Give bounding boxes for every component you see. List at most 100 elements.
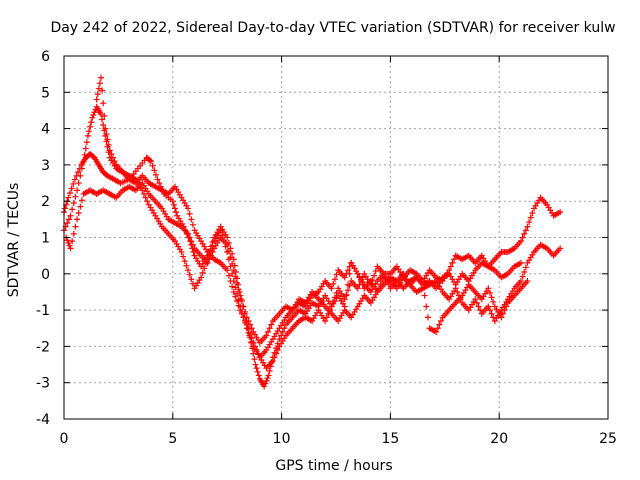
- data-point: [148, 158, 155, 165]
- data-point: [185, 205, 192, 212]
- data-point: [81, 151, 88, 158]
- data-point: [64, 237, 71, 244]
- data-point: [447, 263, 454, 270]
- x-tick-label: 25: [599, 431, 617, 447]
- data-point: [322, 317, 329, 324]
- chart-title: Day 242 of 2022, Sidereal Day-to-day VTE…: [50, 20, 615, 36]
- data-point: [171, 205, 178, 212]
- data-point: [84, 132, 91, 139]
- data-point: [65, 194, 72, 201]
- data-point: [250, 339, 257, 346]
- data-point: [421, 292, 428, 299]
- data-point: [517, 259, 524, 266]
- data-point: [488, 294, 495, 301]
- data-point: [72, 223, 79, 230]
- data-point: [169, 198, 176, 205]
- data-point: [183, 262, 190, 269]
- data-point: [475, 303, 482, 310]
- data-point: [146, 157, 153, 164]
- data-point: [87, 123, 94, 130]
- data-point: [346, 263, 353, 270]
- y-tick-label: -3: [36, 376, 50, 392]
- y-axis-label: SDTVAR / TECUs: [6, 183, 22, 298]
- data-point: [189, 280, 196, 287]
- data-point: [451, 256, 458, 263]
- data-point: [372, 268, 379, 275]
- data-point: [75, 209, 82, 216]
- data-point: [524, 278, 531, 285]
- data-point: [436, 321, 443, 328]
- data-points-layer: [61, 74, 564, 390]
- data-point: [99, 116, 106, 123]
- data-point: [266, 325, 273, 332]
- data-point: [437, 317, 444, 324]
- data-point: [198, 274, 205, 281]
- data-point: [65, 239, 72, 246]
- data-point: [274, 347, 281, 354]
- y-tick-label: 2: [41, 194, 50, 210]
- data-point: [344, 267, 351, 274]
- data-point: [156, 180, 163, 187]
- data-point: [488, 310, 495, 317]
- data-point: [83, 139, 90, 146]
- data-point: [526, 219, 533, 226]
- data-point: [521, 268, 528, 275]
- data-point: [485, 303, 492, 310]
- data-point: [242, 308, 249, 315]
- data-point: [188, 216, 195, 223]
- data-point: [237, 292, 244, 299]
- data-point: [152, 171, 159, 178]
- data-point: [248, 325, 255, 332]
- data-point: [109, 154, 116, 161]
- data-point: [74, 187, 81, 194]
- x-tick-label: 5: [168, 431, 177, 447]
- data-point: [181, 258, 188, 265]
- data-point: [180, 253, 187, 260]
- data-point: [522, 264, 529, 271]
- data-point: [517, 238, 524, 245]
- data-point: [151, 167, 158, 174]
- data-point: [186, 271, 193, 278]
- data-point: [527, 214, 534, 221]
- data-point: [199, 269, 206, 276]
- data-point: [328, 285, 335, 292]
- data-point: [104, 136, 111, 143]
- y-tick-label: -4: [36, 412, 50, 428]
- data-point: [80, 158, 87, 165]
- data-point: [185, 267, 192, 274]
- series-trace-4: [93, 74, 564, 372]
- data-point: [233, 279, 240, 286]
- data-point: [227, 278, 234, 285]
- x-tick-label: 0: [60, 431, 69, 447]
- data-point: [225, 248, 232, 255]
- data-point: [252, 361, 259, 368]
- data-point: [457, 296, 464, 303]
- data-point: [186, 234, 193, 241]
- data-point: [243, 321, 250, 328]
- data-point: [67, 245, 74, 252]
- data-point: [266, 367, 273, 374]
- data-point: [230, 267, 237, 274]
- data-point: [232, 284, 239, 291]
- data-point: [268, 321, 275, 328]
- data-point: [225, 272, 232, 279]
- data-point: [486, 289, 493, 296]
- data-point: [106, 147, 113, 154]
- data-point: [251, 356, 258, 363]
- data-point: [91, 109, 98, 116]
- data-point: [227, 254, 234, 261]
- data-point: [77, 203, 84, 210]
- data-point: [341, 303, 348, 310]
- ticks-layer: 0 5 10 15 20 25 -4 -3 -2 -1 0 1 2 3 4 5 6: [36, 49, 617, 447]
- data-point: [88, 119, 95, 126]
- data-point: [95, 85, 102, 92]
- data-point: [452, 285, 459, 292]
- data-point: [325, 310, 332, 317]
- data-point: [449, 259, 456, 266]
- data-point: [186, 210, 193, 217]
- data-point: [265, 328, 271, 335]
- data-point: [188, 276, 195, 283]
- data-point: [70, 180, 77, 187]
- data-point: [261, 383, 268, 390]
- data-point: [498, 314, 505, 321]
